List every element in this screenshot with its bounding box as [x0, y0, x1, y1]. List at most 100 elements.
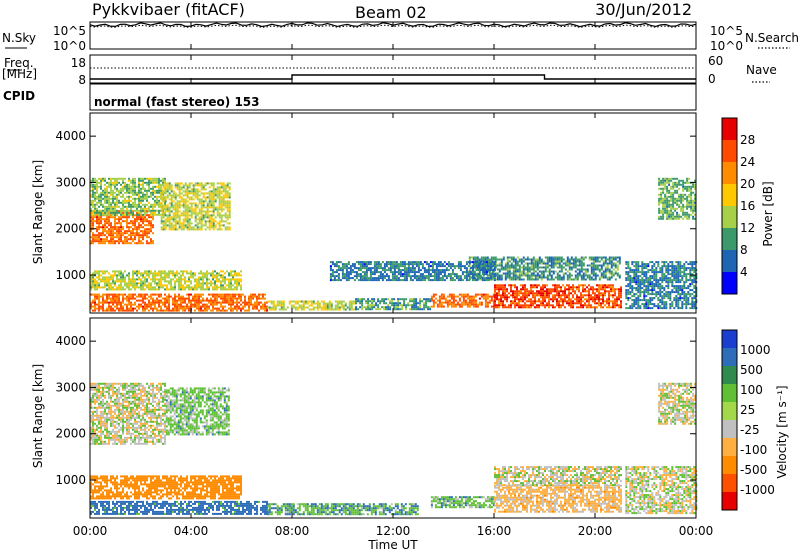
data-cell — [179, 200, 181, 202]
data-cell — [98, 228, 100, 230]
data-cell — [415, 302, 417, 304]
data-cell — [238, 298, 240, 300]
data-cell — [144, 230, 146, 232]
data-cell — [171, 228, 173, 230]
data-cell — [494, 296, 496, 298]
data-cell — [164, 298, 166, 300]
data-cell — [551, 279, 553, 281]
data-cell — [645, 301, 647, 303]
data-cell — [156, 282, 158, 284]
data-cell — [136, 216, 138, 218]
data-cell — [158, 204, 160, 206]
data-cell — [647, 299, 649, 301]
data-cell — [485, 306, 487, 308]
data-cell — [195, 214, 197, 216]
data-cell — [220, 294, 222, 296]
data-cell — [605, 269, 607, 271]
data-cell — [122, 280, 124, 282]
data-cell — [172, 298, 174, 300]
data-cell — [182, 310, 184, 312]
data-cell — [647, 287, 649, 289]
data-cell — [168, 308, 170, 310]
data-cell — [229, 192, 231, 194]
data-cell — [220, 302, 222, 304]
data-cell — [562, 284, 564, 286]
data-cell — [539, 257, 541, 259]
data-cell — [100, 196, 102, 198]
data-cell — [104, 194, 106, 196]
data-cell — [144, 204, 146, 206]
data-cell — [507, 271, 509, 273]
data-cell — [164, 306, 166, 308]
data-cell — [94, 178, 96, 180]
data-cell — [162, 304, 164, 306]
data-cell — [166, 288, 168, 290]
data-cell — [163, 198, 165, 200]
data-cell — [665, 295, 667, 297]
data-cell — [387, 308, 389, 310]
data-cell — [600, 284, 602, 286]
data-cell — [218, 308, 220, 310]
data-cell — [571, 269, 573, 271]
data-cell — [216, 278, 218, 280]
data-cell — [441, 306, 443, 308]
data-cell — [679, 287, 681, 289]
data-cell — [593, 267, 595, 269]
data-cell — [568, 288, 570, 290]
data-cell — [439, 306, 441, 308]
data-cell — [160, 286, 162, 288]
data-cell — [219, 226, 221, 228]
data-cell — [514, 292, 516, 294]
data-cell — [225, 186, 227, 188]
data-cell — [146, 200, 148, 202]
data-cell — [98, 278, 100, 280]
data-cell — [154, 180, 156, 182]
data-cell — [120, 306, 122, 308]
data-cell — [184, 280, 186, 282]
data-cell — [104, 230, 106, 232]
data-cell — [203, 202, 205, 204]
data-cell — [569, 263, 571, 265]
data-cell — [555, 259, 557, 261]
data-cell — [323, 303, 325, 305]
data-cell — [590, 288, 592, 290]
data-cell — [110, 212, 112, 214]
data-cell — [576, 302, 578, 304]
data-cell — [479, 294, 481, 296]
data-cell — [106, 296, 108, 298]
data-cell — [589, 259, 591, 261]
data-cell — [579, 275, 581, 277]
data-cell — [132, 270, 134, 272]
data-cell — [337, 301, 339, 303]
data-cell — [128, 278, 130, 280]
data-cell — [559, 257, 561, 259]
data-cell — [604, 286, 606, 288]
data-cell — [96, 296, 98, 298]
data-cell — [132, 240, 134, 242]
data-cell — [379, 308, 381, 310]
data-cell — [560, 300, 562, 302]
data-cell — [518, 292, 520, 294]
data-cell — [116, 304, 118, 306]
data-cell — [100, 242, 102, 244]
data-cell — [100, 220, 102, 222]
data-cell — [152, 188, 154, 190]
data-cell — [649, 281, 651, 283]
data-cell — [104, 242, 106, 244]
data-cell — [542, 294, 544, 296]
data-cell — [92, 216, 94, 218]
data-cell — [211, 202, 213, 204]
data-cell — [663, 279, 665, 281]
data-cell — [187, 184, 189, 186]
data-cell — [110, 306, 112, 308]
data-cell — [238, 280, 240, 282]
data-cell — [532, 296, 534, 298]
data-cell — [92, 280, 94, 282]
data-cell — [226, 300, 228, 302]
data-cell — [663, 273, 665, 275]
data-cell — [514, 298, 516, 300]
data-cell — [661, 291, 663, 293]
data-cell — [600, 288, 602, 290]
data-cell — [601, 273, 603, 275]
data-cell — [205, 222, 207, 224]
